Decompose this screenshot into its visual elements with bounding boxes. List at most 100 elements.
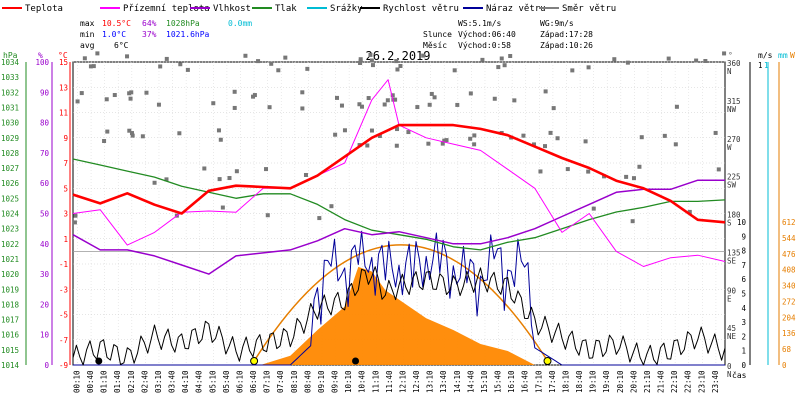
wind-dir-point xyxy=(543,89,548,94)
wind-dir-point xyxy=(283,55,288,60)
time-tick-46: 23:10 xyxy=(697,370,706,393)
wind-dir-point xyxy=(104,97,109,102)
time-tick-2: 01:10 xyxy=(100,370,109,393)
wind-dir-point xyxy=(631,176,636,181)
temp-tick-9: -3 xyxy=(59,285,68,294)
wind-dir-point xyxy=(427,102,432,107)
time-tick-8: 04:10 xyxy=(181,370,190,393)
legend-label-6: Náraz větru xyxy=(486,4,546,14)
legend-label-0: Teplota xyxy=(25,4,63,14)
wind-dir-point xyxy=(243,53,248,58)
time-tick-26: 13:10 xyxy=(426,370,435,393)
ms-tick-0: 0 xyxy=(741,361,746,370)
wm2-tick-4: 340 xyxy=(782,282,796,291)
pct-tick-7: 30 xyxy=(40,270,50,279)
dir-tick-4: 180 xyxy=(727,211,741,220)
sun-arc xyxy=(253,244,549,362)
stat-avg-label: avg xyxy=(80,41,95,50)
wind-dir-point xyxy=(406,130,411,135)
pct-tick-0: 100 xyxy=(35,58,49,67)
wind-dir-point xyxy=(91,64,96,69)
wind-dir-point xyxy=(164,177,169,182)
wind-dir-point xyxy=(75,99,80,104)
time-tick-19: 09:40 xyxy=(331,370,340,393)
wind-dir-point xyxy=(105,129,110,134)
wind-dir-point xyxy=(468,91,473,96)
time-tick-23: 11:40 xyxy=(385,370,394,393)
wind-dir-point xyxy=(220,205,225,210)
legend-label-1: Přízemní teplota xyxy=(123,4,210,14)
time-tick-5: 02:40 xyxy=(140,370,149,393)
wind-dir-point xyxy=(512,98,517,103)
hpa-tick-14: 1020 xyxy=(1,270,20,279)
wind-dir-point xyxy=(440,141,445,146)
time-tick-30: 15:10 xyxy=(480,370,489,393)
wind-dir-point xyxy=(444,138,449,143)
info-moon-label: Měsíc xyxy=(423,41,447,50)
dir-label-6: E xyxy=(727,294,732,303)
stat-max-press: 1028hPa xyxy=(166,19,200,28)
sunset-marker xyxy=(543,357,552,365)
temp-tick-7: 1 xyxy=(63,235,68,244)
wm2-tick-3: 408 xyxy=(782,266,796,275)
legend-label-4: Srážky xyxy=(330,4,363,14)
dir-tick-6: 90 xyxy=(727,286,737,295)
wind-dir-point xyxy=(426,141,431,146)
time-tick-35: 17:40 xyxy=(548,370,557,393)
wind-dir-point xyxy=(256,59,261,64)
time-tick-37: 18:40 xyxy=(575,370,584,393)
unit-mm: mm xyxy=(778,51,788,60)
wm2-tick-0: 612 xyxy=(782,218,796,227)
wind-dir-point xyxy=(359,104,364,109)
humidity-line xyxy=(72,179,725,275)
wind-dir-point xyxy=(390,93,395,98)
wind-dir-point xyxy=(442,138,447,143)
dir-tick-0: 360 xyxy=(727,59,741,68)
wind-dir-point xyxy=(152,180,157,185)
wind-dir-point xyxy=(202,166,207,171)
wm2-tick-2: 476 xyxy=(782,250,796,259)
wind-dir-point xyxy=(342,128,347,133)
stat-max-label: max xyxy=(80,19,95,28)
wind-dir-point xyxy=(264,167,269,172)
wind-dir-point xyxy=(358,60,363,65)
wind-dir-point xyxy=(583,139,588,144)
wind-dir-point xyxy=(472,142,477,147)
time-tick-47: 23:40 xyxy=(711,370,720,393)
wm2-tick-9: 0 xyxy=(782,361,787,370)
time-tick-28: 14:10 xyxy=(453,370,462,393)
ms-tick-10: 10 xyxy=(737,218,747,227)
wind-dir-point xyxy=(394,143,399,148)
moonset-marker xyxy=(352,357,360,365)
wind-dir-point xyxy=(521,133,526,138)
pct-tick-4: 60 xyxy=(40,179,50,188)
hpa-tick-10: 1024 xyxy=(1,210,20,219)
hpa-tick-6: 1028 xyxy=(1,149,20,158)
pct-tick-5: 50 xyxy=(40,210,50,219)
time-tick-22: 11:10 xyxy=(371,370,380,393)
temp-tick-11: -7 xyxy=(59,336,68,345)
wind-dir-point xyxy=(639,135,644,140)
wind-dir-point xyxy=(625,60,630,65)
wind-dir-point xyxy=(394,59,399,64)
hpa-tick-9: 1025 xyxy=(1,194,19,203)
sunrise-marker xyxy=(250,357,259,365)
info-moon-set: Západ:10:26 xyxy=(540,41,593,50)
dir-tick-1: 315 xyxy=(727,97,741,106)
wind-dir-point xyxy=(455,102,460,107)
wind-dir-point xyxy=(276,68,281,73)
stat-max-rain: 0.0mm xyxy=(228,19,252,28)
pct-tick-6: 40 xyxy=(40,240,50,249)
pressure-line xyxy=(72,158,726,251)
wind-dir-point xyxy=(251,94,256,99)
wind-dir-point xyxy=(158,64,163,69)
wind-dir-point xyxy=(73,213,78,218)
wind-dir-point xyxy=(185,67,190,72)
wind-dir-point xyxy=(365,143,370,148)
time-tick-4: 02:10 xyxy=(127,370,136,393)
dir-tick-3: 225 xyxy=(727,173,741,182)
temp-tick-4: 7 xyxy=(63,159,68,168)
wind-dir-point xyxy=(72,220,77,225)
dir-label-1: NW xyxy=(727,105,737,114)
wind-dir-point xyxy=(624,174,629,179)
